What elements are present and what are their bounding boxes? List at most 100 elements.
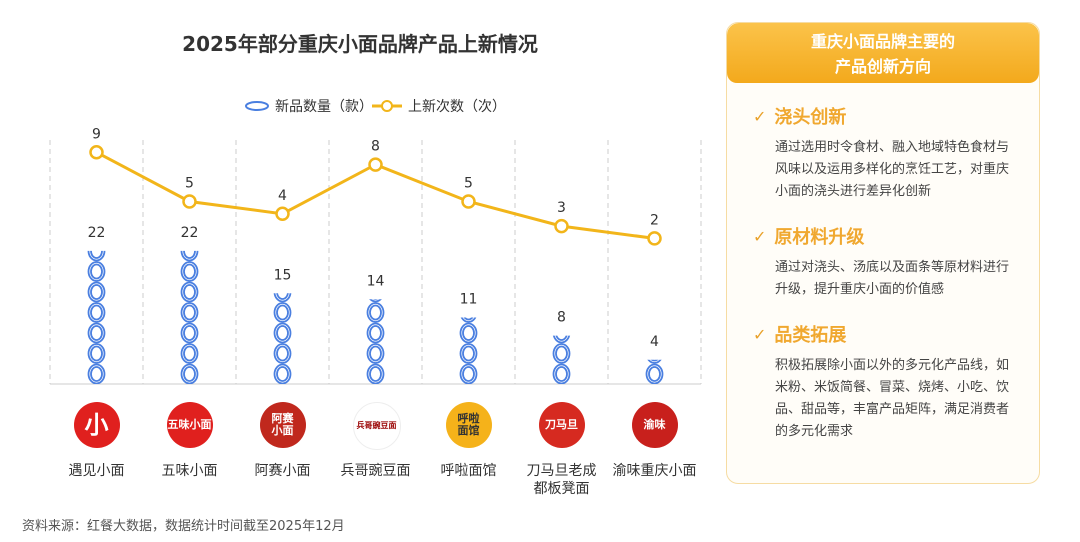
category-label: 呼啦面馆 — [440, 463, 497, 479]
bar-value-label: 4 — [650, 334, 659, 350]
section-heading: 浇头创新 — [774, 107, 847, 128]
bar-pictograph — [87, 250, 106, 384]
check-icon: ✓ — [753, 226, 767, 246]
category-label: 五味小面 — [161, 463, 218, 479]
ring-icon — [459, 363, 478, 385]
ring-icon — [273, 363, 292, 384]
ring-icon — [90, 250, 103, 259]
ring-icon — [366, 343, 385, 364]
ring-icon — [87, 302, 106, 323]
section-material: ✓ 原材料升级 通过对浇头、汤底以及面条等原材料进行升级，提升重庆小面的价值感 — [727, 223, 1039, 301]
section-category: ✓ 品类拓展 积极拓展除小面以外的多元化产品线，如米粉、米饭简餐、冒菜、烧烤、小吃… — [727, 321, 1039, 443]
bar-pictograph — [459, 317, 478, 385]
check-icon: ✓ — [753, 106, 767, 126]
ring-icon — [462, 325, 475, 341]
ring-icon — [460, 317, 477, 323]
ring-icon — [90, 284, 103, 300]
ring-icon — [369, 366, 382, 382]
ring-icon — [87, 322, 106, 344]
ring-icon — [87, 281, 106, 303]
ring-icon — [183, 250, 196, 259]
ring-icon — [552, 343, 571, 364]
ring-icon — [276, 345, 289, 362]
bar-pictograph — [273, 293, 292, 384]
bar-value-label: 8 — [557, 310, 566, 326]
ring-icon — [463, 317, 474, 321]
line-point — [275, 206, 290, 222]
panel-header: 重庆小面品牌主要的 产品创新方向 — [727, 23, 1039, 83]
legend-bar-icon — [245, 101, 269, 111]
ring-icon — [276, 304, 289, 321]
ring-icon — [276, 293, 289, 300]
ring-icon — [273, 302, 292, 323]
ring-icon — [276, 325, 289, 341]
ring-icon — [459, 343, 478, 364]
ring-icon — [555, 366, 568, 382]
legend-line-marker — [381, 100, 393, 112]
bar-value-label: 14 — [367, 273, 385, 289]
ring-icon — [555, 345, 568, 362]
legend-bar-label: 新品数量（款） — [275, 99, 373, 115]
line-value-label: 2 — [650, 212, 659, 228]
ring-icon — [180, 281, 199, 303]
panel-title-line2: 产品创新方向 — [834, 57, 931, 76]
ring-icon — [369, 299, 382, 303]
section-heading: 品类拓展 — [774, 325, 847, 346]
section-topping: ✓ 浇头创新 通过选用时令食材、融入地域特色食材与风味以及运用多样化的烹饪工艺，对… — [727, 103, 1039, 203]
source-note: 资料来源：红餐大数据，数据统计时间截至2025年12月 — [22, 519, 345, 534]
line-value-label: 8 — [371, 139, 380, 155]
ring-icon — [276, 366, 289, 382]
ring-icon — [273, 343, 292, 364]
ring-icon — [555, 335, 568, 341]
ring-icon — [87, 363, 106, 384]
ring-icon — [180, 261, 199, 282]
ring-icon — [552, 335, 571, 344]
ring-icon — [183, 345, 196, 362]
ring-icon — [366, 322, 385, 344]
ring-icon — [183, 366, 196, 382]
ring-icon — [366, 302, 385, 323]
brand-logo: 刀马旦 — [538, 402, 585, 448]
bar-pictograph — [366, 299, 385, 384]
bar-pictograph — [180, 250, 199, 384]
brand-logo: 五味小面 — [166, 402, 213, 448]
ring-icon — [459, 322, 478, 344]
ring-icon — [183, 263, 196, 280]
line-value-label: 4 — [278, 188, 287, 204]
ring-icon — [462, 366, 475, 382]
ring-icon — [180, 322, 199, 344]
line-value-label: 3 — [557, 200, 566, 216]
ring-icon — [647, 359, 662, 364]
line-value-label: 9 — [92, 126, 101, 142]
ring-icon — [180, 363, 199, 384]
ring-icon — [369, 325, 382, 341]
ring-icon — [90, 325, 103, 341]
bar-value-label: 11 — [460, 291, 478, 307]
chart: 新品数量（款） 上新次数（次） 22 22 15 14 11 8 4 9 5 4 8 5 3 2 — [49, 99, 702, 385]
ring-icon — [645, 363, 664, 384]
category-label: 兵哥豌豆面 — [340, 463, 411, 479]
chart-title: 2025年部分重庆小面品牌产品上新情况 — [182, 32, 538, 56]
ring-icon — [180, 250, 199, 262]
bar-value-label: 22 — [181, 225, 199, 241]
ring-icon — [369, 304, 382, 321]
ring-icon — [273, 293, 292, 303]
ring-icon — [90, 263, 103, 280]
line-point — [368, 157, 383, 172]
category-label: 阿赛小面 — [254, 463, 311, 479]
ring-icon — [648, 366, 661, 382]
category-label: 渝味重庆小面 — [612, 463, 697, 479]
bar-value-label: 15 — [274, 267, 292, 283]
category-label: 刀马旦老成 都板凳面 — [526, 463, 597, 497]
section-text: 积极拓展除小面以外的多元化产品线，如米粉、米饭简餐、冒菜、烧烤、小吃、饮品、甜品… — [775, 358, 1010, 439]
line-value-label: 5 — [464, 176, 473, 192]
section-text: 通过选用时令食材、融入地域特色食材与风味以及运用多样化的烹饪工艺，对重庆小面的浇… — [775, 140, 1010, 199]
ring-icon — [180, 302, 199, 323]
line-point — [182, 194, 197, 209]
brand-logo: 渝味 — [631, 402, 678, 448]
legend-line-label: 上新次数（次） — [408, 99, 506, 115]
innovation-panel: 重庆小面品牌主要的 产品创新方向 ✓ 浇头创新 通过选用时令食材、融入地域特色食材… — [726, 22, 1040, 484]
bar-pictograph — [645, 359, 664, 384]
brand-logo: 小 — [73, 402, 120, 448]
ring-icon — [183, 325, 196, 341]
